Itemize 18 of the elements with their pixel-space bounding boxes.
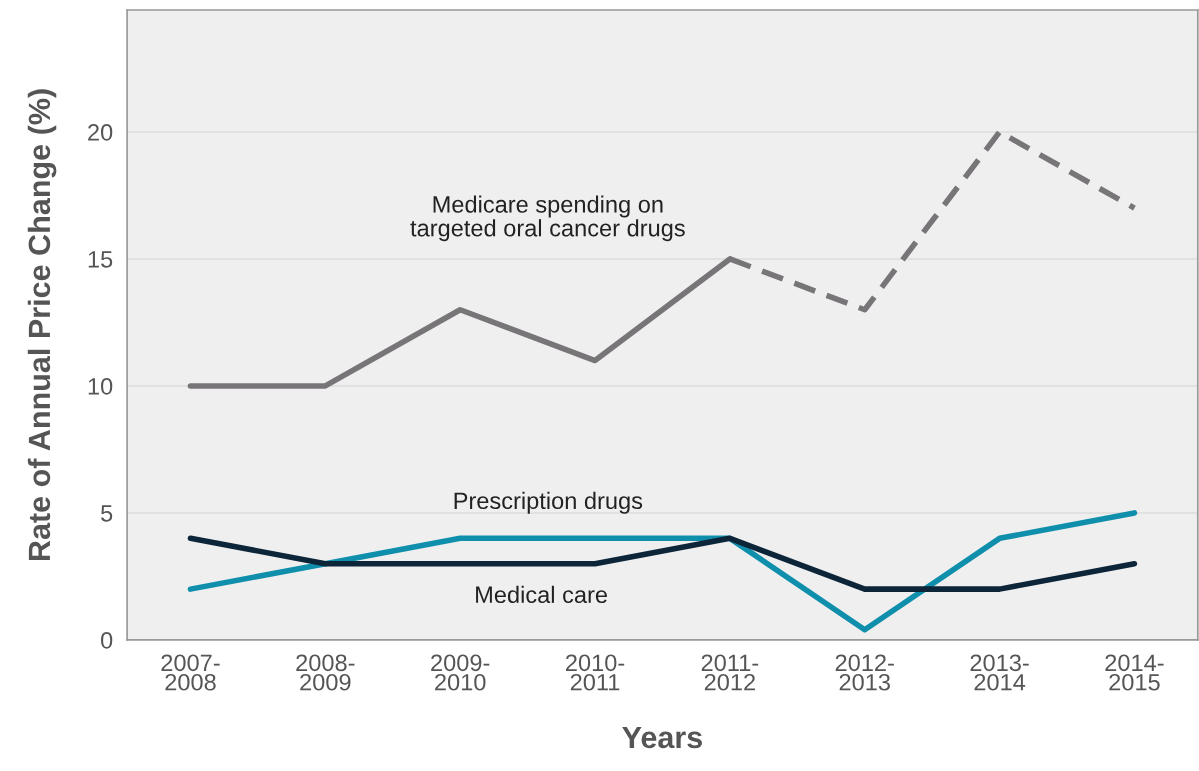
y-tick-label: 15	[88, 251, 113, 268]
x-tick-label: 2011- 2012	[701, 654, 759, 691]
series-label: Medical care	[476, 585, 607, 604]
x-axis-title: Years	[622, 726, 702, 749]
series-label: Prescription drugs	[454, 491, 643, 514]
y-tick-label: 20	[88, 124, 113, 141]
x-tick-label: 2008- 2009	[296, 654, 355, 691]
y-tick-label: 0	[101, 632, 113, 649]
x-tick-label: 2014- 2015	[1105, 654, 1164, 691]
series-label: Medicare spending on targeted oral cancer drugs	[410, 195, 685, 242]
x-tick-label: 2012- 2013	[835, 654, 894, 691]
x-tick-label: 2013- 2014	[970, 654, 1029, 691]
y-tick-label: 10	[88, 378, 113, 395]
x-tick-label: 2009- 2010	[431, 654, 490, 691]
x-tick-label: 2010- 2011	[566, 654, 625, 691]
y-axis-title: Rate of Annual Price Change (%)	[27, 89, 57, 561]
y-tick-label: 5	[101, 505, 113, 522]
x-tick-label: 2007- 2008	[161, 654, 220, 691]
